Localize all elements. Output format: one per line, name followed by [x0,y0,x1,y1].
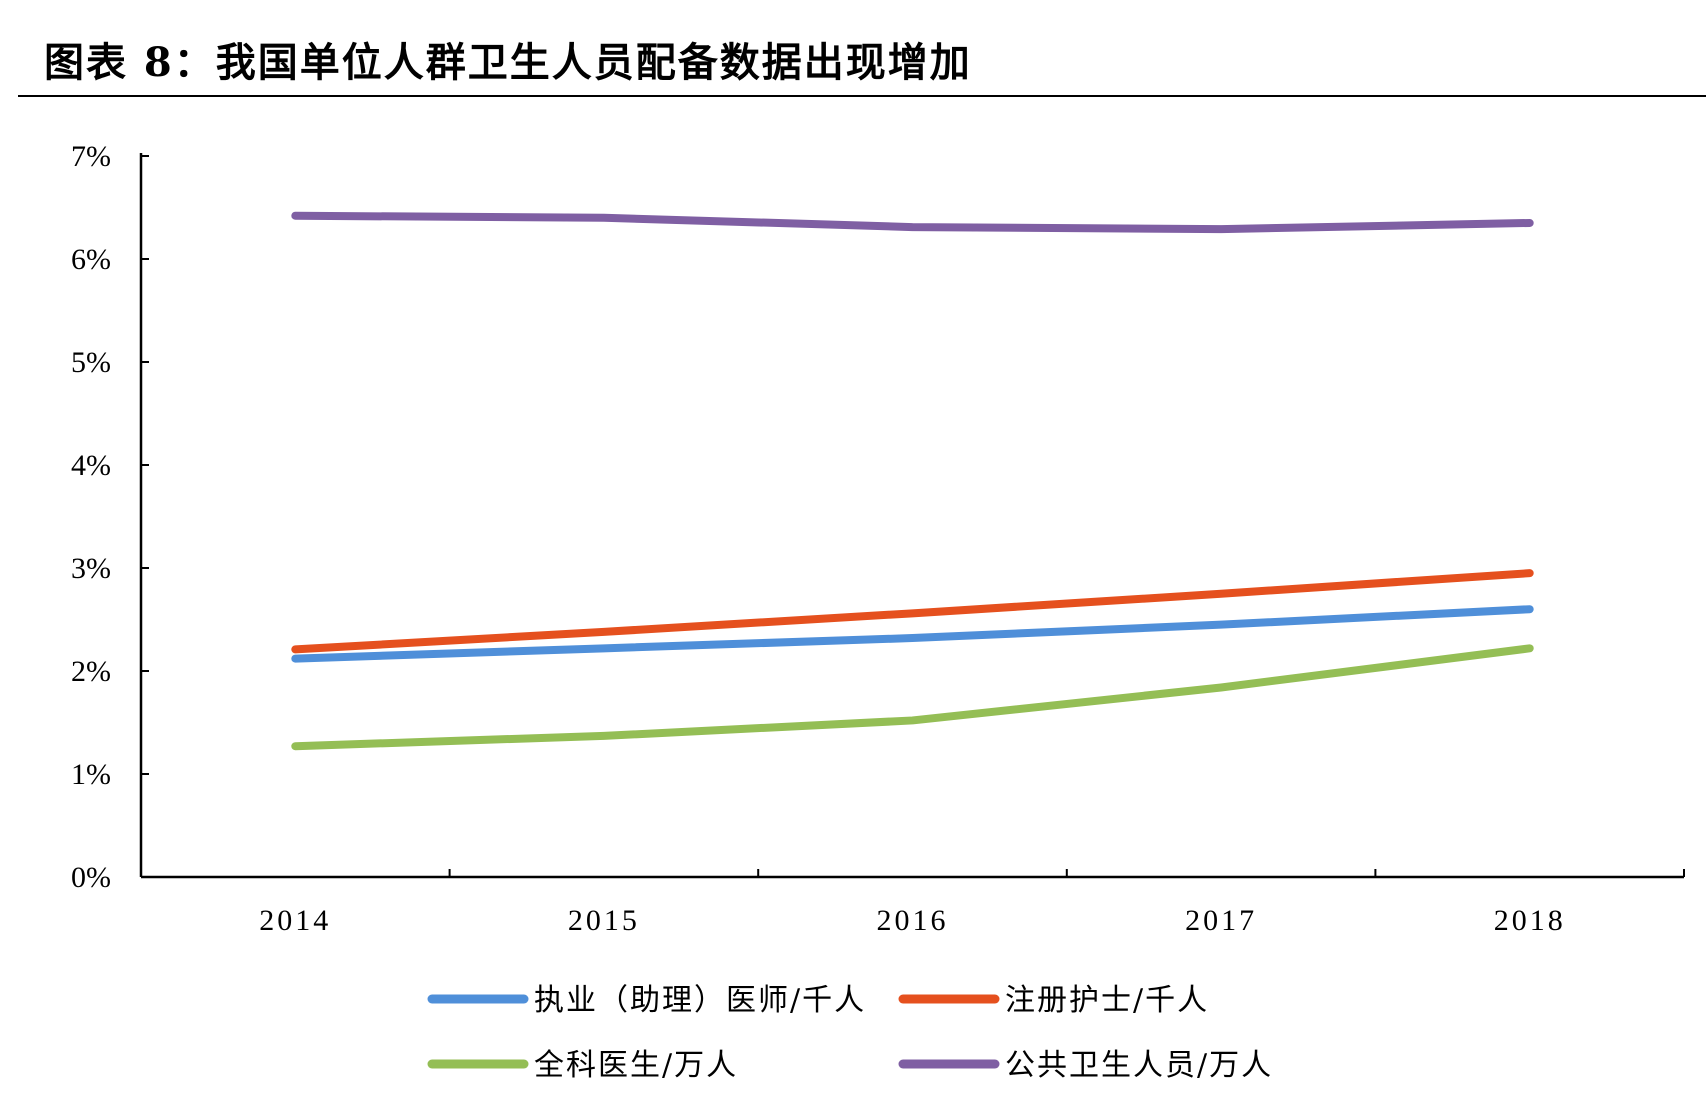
y-tick-label: 4% [71,449,111,482]
y-tick-label: 5% [71,346,111,379]
x-tick-label: 2018 [1494,904,1566,937]
series-line-2 [291,644,1534,751]
legend-label: 公共卫生人员/万人 [1005,1048,1273,1083]
y-tick-label: 2% [71,655,111,688]
y-tick-label: 6% [71,243,111,276]
x-tick-label: 2017 [1185,904,1257,937]
x-tick-label: 2016 [877,904,949,937]
title-divider [18,95,1706,97]
y-tick-label: 1% [71,758,111,791]
y-tick-label: 3% [71,552,111,585]
legend-label: 执业（助理）医师/千人 [534,983,866,1018]
x-tick-label: 2015 [568,904,640,937]
legend-label: 注册护士/千人 [1005,983,1209,1018]
x-tick-label: 2014 [259,904,331,937]
y-tick-label: 7% [71,140,111,173]
chart-title: 图表 8：我国单位人群卫生人员配备数据出现增加 [44,39,972,86]
y-tick-label: 0% [71,861,111,894]
legend-label: 全科医生/万人 [534,1048,738,1083]
